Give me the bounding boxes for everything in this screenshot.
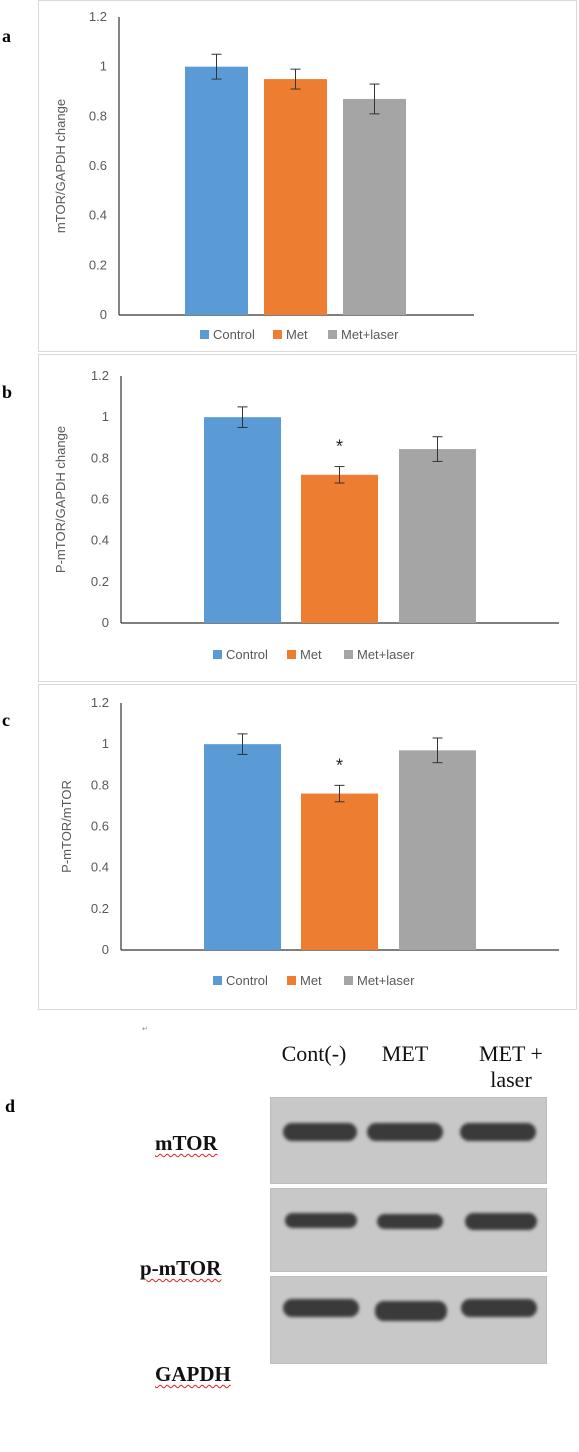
legend-swatch (344, 976, 353, 985)
band-pmtor-met (377, 1214, 443, 1229)
y-tick-label: 0.6 (91, 819, 109, 834)
legend-swatch (287, 650, 296, 659)
bar-met (264, 79, 327, 315)
band-pmtor-cont (285, 1213, 357, 1228)
panel-letter-a: a (2, 26, 11, 46)
legend-swatch (287, 976, 296, 985)
y-tick-label: 1 (102, 409, 109, 424)
legend-label: Met+laser (357, 647, 415, 662)
y-axis-label: mTOR/GAPDH change (53, 99, 68, 233)
legend-swatch (328, 330, 337, 339)
blot-column-met-laser: MET + laser (479, 1041, 543, 1092)
panel-letter-b: b (2, 382, 13, 402)
blot-row-pmtor-label: p-mTOR (140, 1256, 222, 1280)
chart-c-svg: 0 0.2 0.4 0.6 0.8 1 1.2 P-mTOR/mTOR * Control Met M… (59, 695, 559, 988)
bar-control (204, 744, 281, 950)
band-gapdh-met (375, 1301, 447, 1321)
bar-met-laser (343, 98, 406, 315)
blot-row-gapdh: GAPDH (155, 1362, 231, 1387)
y-tick-label: 1.2 (91, 368, 109, 383)
y-tick-label: 0.2 (89, 257, 107, 272)
blot-column-cont: Cont(-) (281, 1041, 347, 1066)
y-tick-label: 0 (102, 942, 109, 957)
bar-control (185, 66, 248, 316)
legend-swatch (213, 650, 222, 659)
band-pmtor-met-laser (465, 1213, 537, 1230)
y-tick-label: 0.2 (91, 901, 109, 916)
bar-met-laser (399, 449, 476, 623)
y-axis-label: P-mTOR/mTOR (59, 780, 74, 873)
y-tick-label: 0 (102, 615, 109, 630)
y-tick-label: 0.4 (91, 533, 109, 548)
y-tick-label: 0.6 (91, 492, 109, 507)
y-tick-label: 0.2 (91, 574, 109, 589)
legend-swatch (213, 976, 222, 985)
legend-label: Control (226, 973, 268, 988)
significance-marker: * (336, 755, 343, 775)
bar-met (301, 474, 378, 623)
y-tick-label: 0.4 (91, 860, 109, 875)
legend-label: Met+laser (341, 327, 399, 342)
chart-panel-a: 0 0.2 0.4 0.6 0.8 1 1.2 mTOR/GAPDH change Contro… (38, 0, 577, 352)
y-tick-label: 1.2 (89, 9, 107, 24)
blot-row-mtor-label: mTOR (155, 1131, 218, 1155)
y-tick-label: 0.8 (91, 777, 109, 792)
small-mark-icon: ↵ (142, 1026, 148, 1033)
band-mtor-met (367, 1123, 443, 1141)
blot-row-mtor: mTOR (155, 1131, 218, 1156)
legend-swatch (344, 650, 353, 659)
band-mtor-cont (283, 1123, 357, 1141)
band-gapdh-cont (283, 1299, 359, 1317)
legend-label: Met (286, 327, 308, 342)
bar-met-laser (399, 750, 476, 950)
y-tick-label: 0.4 (89, 208, 107, 223)
legend-label: Met (300, 647, 322, 662)
blot-strip-pmtor (270, 1188, 547, 1272)
legend-swatch (273, 330, 282, 339)
band-mtor-met-laser (460, 1123, 536, 1141)
y-tick-label: 0 (100, 307, 107, 322)
legend-label: Met+laser (357, 973, 415, 988)
y-axis-label: P-mTOR/GAPDH change (53, 426, 68, 573)
y-tick-label: 1 (102, 736, 109, 751)
bar-met (301, 793, 378, 950)
y-tick-label: 0.8 (91, 450, 109, 465)
y-tick-label: 1 (100, 59, 107, 74)
significance-marker: * (336, 437, 343, 457)
blot-row-gapdh-label: GAPDH (155, 1362, 231, 1386)
y-tick-label: 0.8 (89, 108, 107, 123)
blot-strip-mtor (270, 1097, 547, 1184)
chart-b-svg: 0 0.2 0.4 0.6 0.8 1 1.2 P-mTOR/GAPDH change * Con… (53, 368, 559, 662)
legend-label: Control (226, 647, 268, 662)
legend-label: Control (213, 327, 255, 342)
panel-letter-c: c (2, 710, 10, 730)
band-gapdh-met-laser (461, 1299, 537, 1317)
y-tick-label: 0.6 (89, 158, 107, 173)
y-tick-label: 1.2 (91, 695, 109, 710)
legend-label: Met (300, 973, 322, 988)
blot-strip-gapdh (270, 1276, 547, 1364)
panel-letter-d: d (5, 1096, 16, 1116)
bar-control (204, 417, 281, 623)
blot-column-met: MET (381, 1041, 429, 1066)
legend-swatch (200, 330, 209, 339)
chart-panel-c: 0 0.2 0.4 0.6 0.8 1 1.2 P-mTOR/mTOR * Control Met M… (38, 684, 577, 1010)
blot-row-pmtor: p-mTOR (140, 1256, 221, 1281)
chart-panel-b: 0 0.2 0.4 0.6 0.8 1 1.2 P-mTOR/GAPDH change * Con… (38, 354, 577, 682)
chart-a-svg: 0 0.2 0.4 0.6 0.8 1 1.2 mTOR/GAPDH change Contro… (53, 9, 474, 342)
